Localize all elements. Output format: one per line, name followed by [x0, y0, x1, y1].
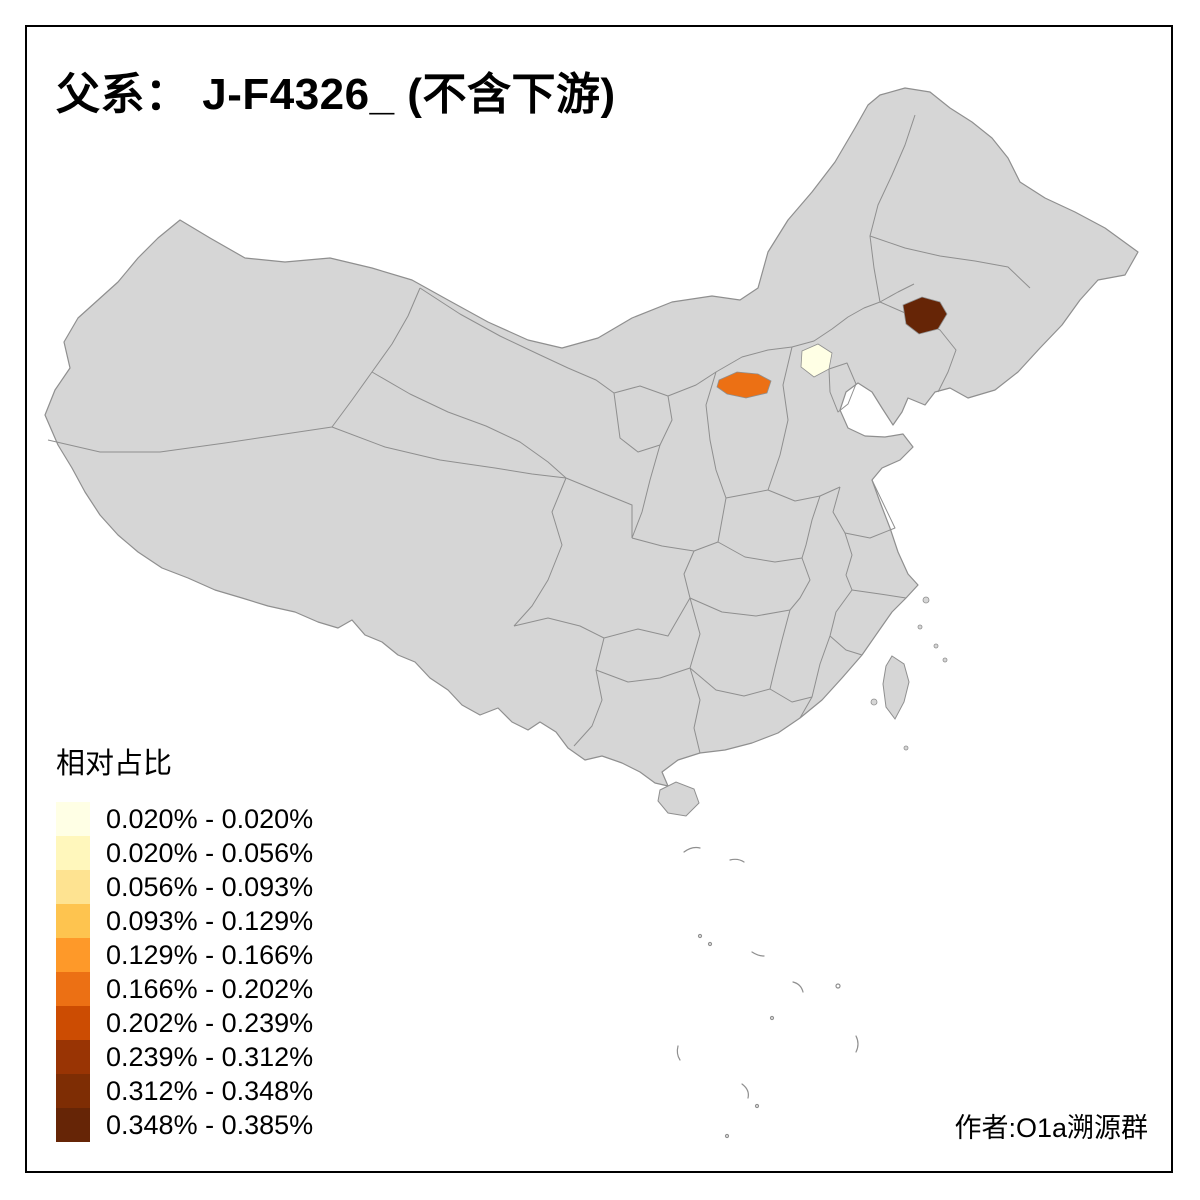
province-border-line: [799, 635, 831, 719]
island-dot: [933, 643, 939, 649]
legend-label: 0.166% - 0.202%: [106, 973, 314, 1004]
sea-island-mark: [697, 933, 703, 939]
legend-swatch: [56, 802, 90, 836]
province-borders: [47, 114, 1031, 754]
province-border-line: [371, 371, 567, 479]
province-border-line: [829, 589, 853, 637]
province-border-line: [717, 541, 803, 563]
legend-item: 0.020% - 0.020%: [56, 802, 313, 836]
province-border-line: [331, 426, 567, 479]
province-border-line: [832, 479, 896, 539]
island-dot: [870, 698, 878, 706]
province-border-line: [844, 532, 853, 591]
province-border-line: [769, 609, 791, 690]
province-border-line: [513, 477, 567, 627]
legend-label: 0.020% - 0.020%: [106, 803, 314, 834]
sea-island-mark: [724, 1133, 730, 1139]
legend-rows: 0.020% - 0.020% 0.020% - 0.056% 0.056% - 0…: [56, 802, 313, 1142]
legend-item: 0.129% - 0.166%: [56, 938, 313, 972]
island-dot: [922, 596, 930, 604]
legend-label: 0.129% - 0.166%: [106, 939, 314, 970]
sea-island-mark: [683, 846, 701, 853]
province-border-line: [725, 346, 793, 499]
highlight-region-north-shanxi: [716, 371, 772, 399]
legend-label: 0.093% - 0.129%: [106, 905, 314, 936]
legend-item: 0.348% - 0.385%: [56, 1108, 313, 1142]
province-border-line: [573, 637, 605, 747]
sea-island-mark: [741, 1083, 749, 1099]
sea-island-mark: [754, 1103, 760, 1109]
province-border-line: [631, 444, 661, 539]
legend-label: 0.020% - 0.056%: [106, 837, 314, 868]
island-dot: [903, 745, 909, 751]
legend-swatch: [56, 1074, 90, 1108]
mainland-china-shape: [44, 87, 1139, 787]
legend-swatch: [56, 1108, 90, 1142]
plot-title: 父系： J-F4326_ (不含下游): [56, 70, 616, 119]
province-border-line: [603, 597, 691, 639]
province-border-line: [789, 557, 811, 611]
province-border-line: [613, 392, 673, 453]
legend-item: 0.239% - 0.312%: [56, 1040, 313, 1074]
province-border-line: [869, 235, 1031, 289]
province-border-line: [801, 495, 821, 559]
province-border-line: [565, 477, 633, 538]
province-border-line: [851, 589, 907, 599]
hainan-island-shape: [657, 781, 700, 817]
province-border-line: [47, 426, 333, 453]
legend-swatch: [56, 972, 90, 1006]
province-border-line: [869, 114, 916, 303]
legend-title: 相对占比: [56, 748, 173, 780]
legend-item: 0.202% - 0.239%: [56, 1006, 313, 1040]
legend-item: 0.166% - 0.202%: [56, 972, 313, 1006]
province-border-line: [769, 688, 813, 703]
legend-label: 0.239% - 0.312%: [106, 1041, 314, 1072]
legend-label: 0.202% - 0.239%: [106, 1007, 314, 1038]
south-china-sea-islands: [676, 846, 859, 1139]
province-border-line: [689, 597, 791, 617]
sea-island-mark: [855, 1035, 859, 1053]
legend-label: 0.056% - 0.093%: [106, 871, 314, 902]
sea-island-mark: [729, 858, 745, 863]
sea-island-mark: [676, 1045, 681, 1061]
legend-label: 0.312% - 0.348%: [106, 1075, 314, 1106]
province-border-line: [689, 667, 771, 697]
legend-item: 0.093% - 0.129%: [56, 904, 313, 938]
legend-swatch: [56, 1040, 90, 1074]
province-border-line: [829, 635, 863, 656]
legend-swatch: [56, 938, 90, 972]
province-border-line: [595, 667, 691, 683]
legend: 相对占比 0.020% - 0.020% 0.020% - 0.056% 0.056…: [56, 740, 313, 1142]
province-border-line: [767, 486, 841, 502]
province-border-line: [705, 371, 727, 499]
sea-island-mark: [769, 1015, 775, 1021]
legend-item: 0.312% - 0.348%: [56, 1074, 313, 1108]
legend-item: 0.056% - 0.093%: [56, 870, 313, 904]
legend-swatch: [56, 1006, 90, 1040]
island-dot: [917, 624, 923, 630]
province-border-line: [828, 362, 857, 413]
province-border-line: [513, 617, 605, 639]
coastal-islands: [870, 596, 948, 751]
sea-island-mark: [835, 983, 841, 989]
legend-label: 0.348% - 0.385%: [106, 1109, 314, 1140]
credit-text: 作者:O1a溯源群: [954, 1113, 1148, 1143]
province-border-line: [689, 667, 701, 754]
sea-island-mark: [707, 941, 713, 947]
legend-swatch: [56, 870, 90, 904]
legend-item: 0.020% - 0.056%: [56, 836, 313, 870]
highlight-region-beijing: [800, 343, 833, 378]
province-border-line: [689, 597, 701, 669]
taiwan-island-shape: [882, 655, 910, 720]
island-dot: [942, 657, 948, 663]
legend-swatch: [56, 904, 90, 938]
legend-swatch: [56, 836, 90, 870]
province-border-line: [331, 287, 421, 428]
sea-island-mark: [751, 951, 765, 957]
province-border-line: [683, 550, 695, 599]
highlight-region-northeast: [902, 296, 948, 335]
sea-island-mark: [792, 981, 804, 993]
